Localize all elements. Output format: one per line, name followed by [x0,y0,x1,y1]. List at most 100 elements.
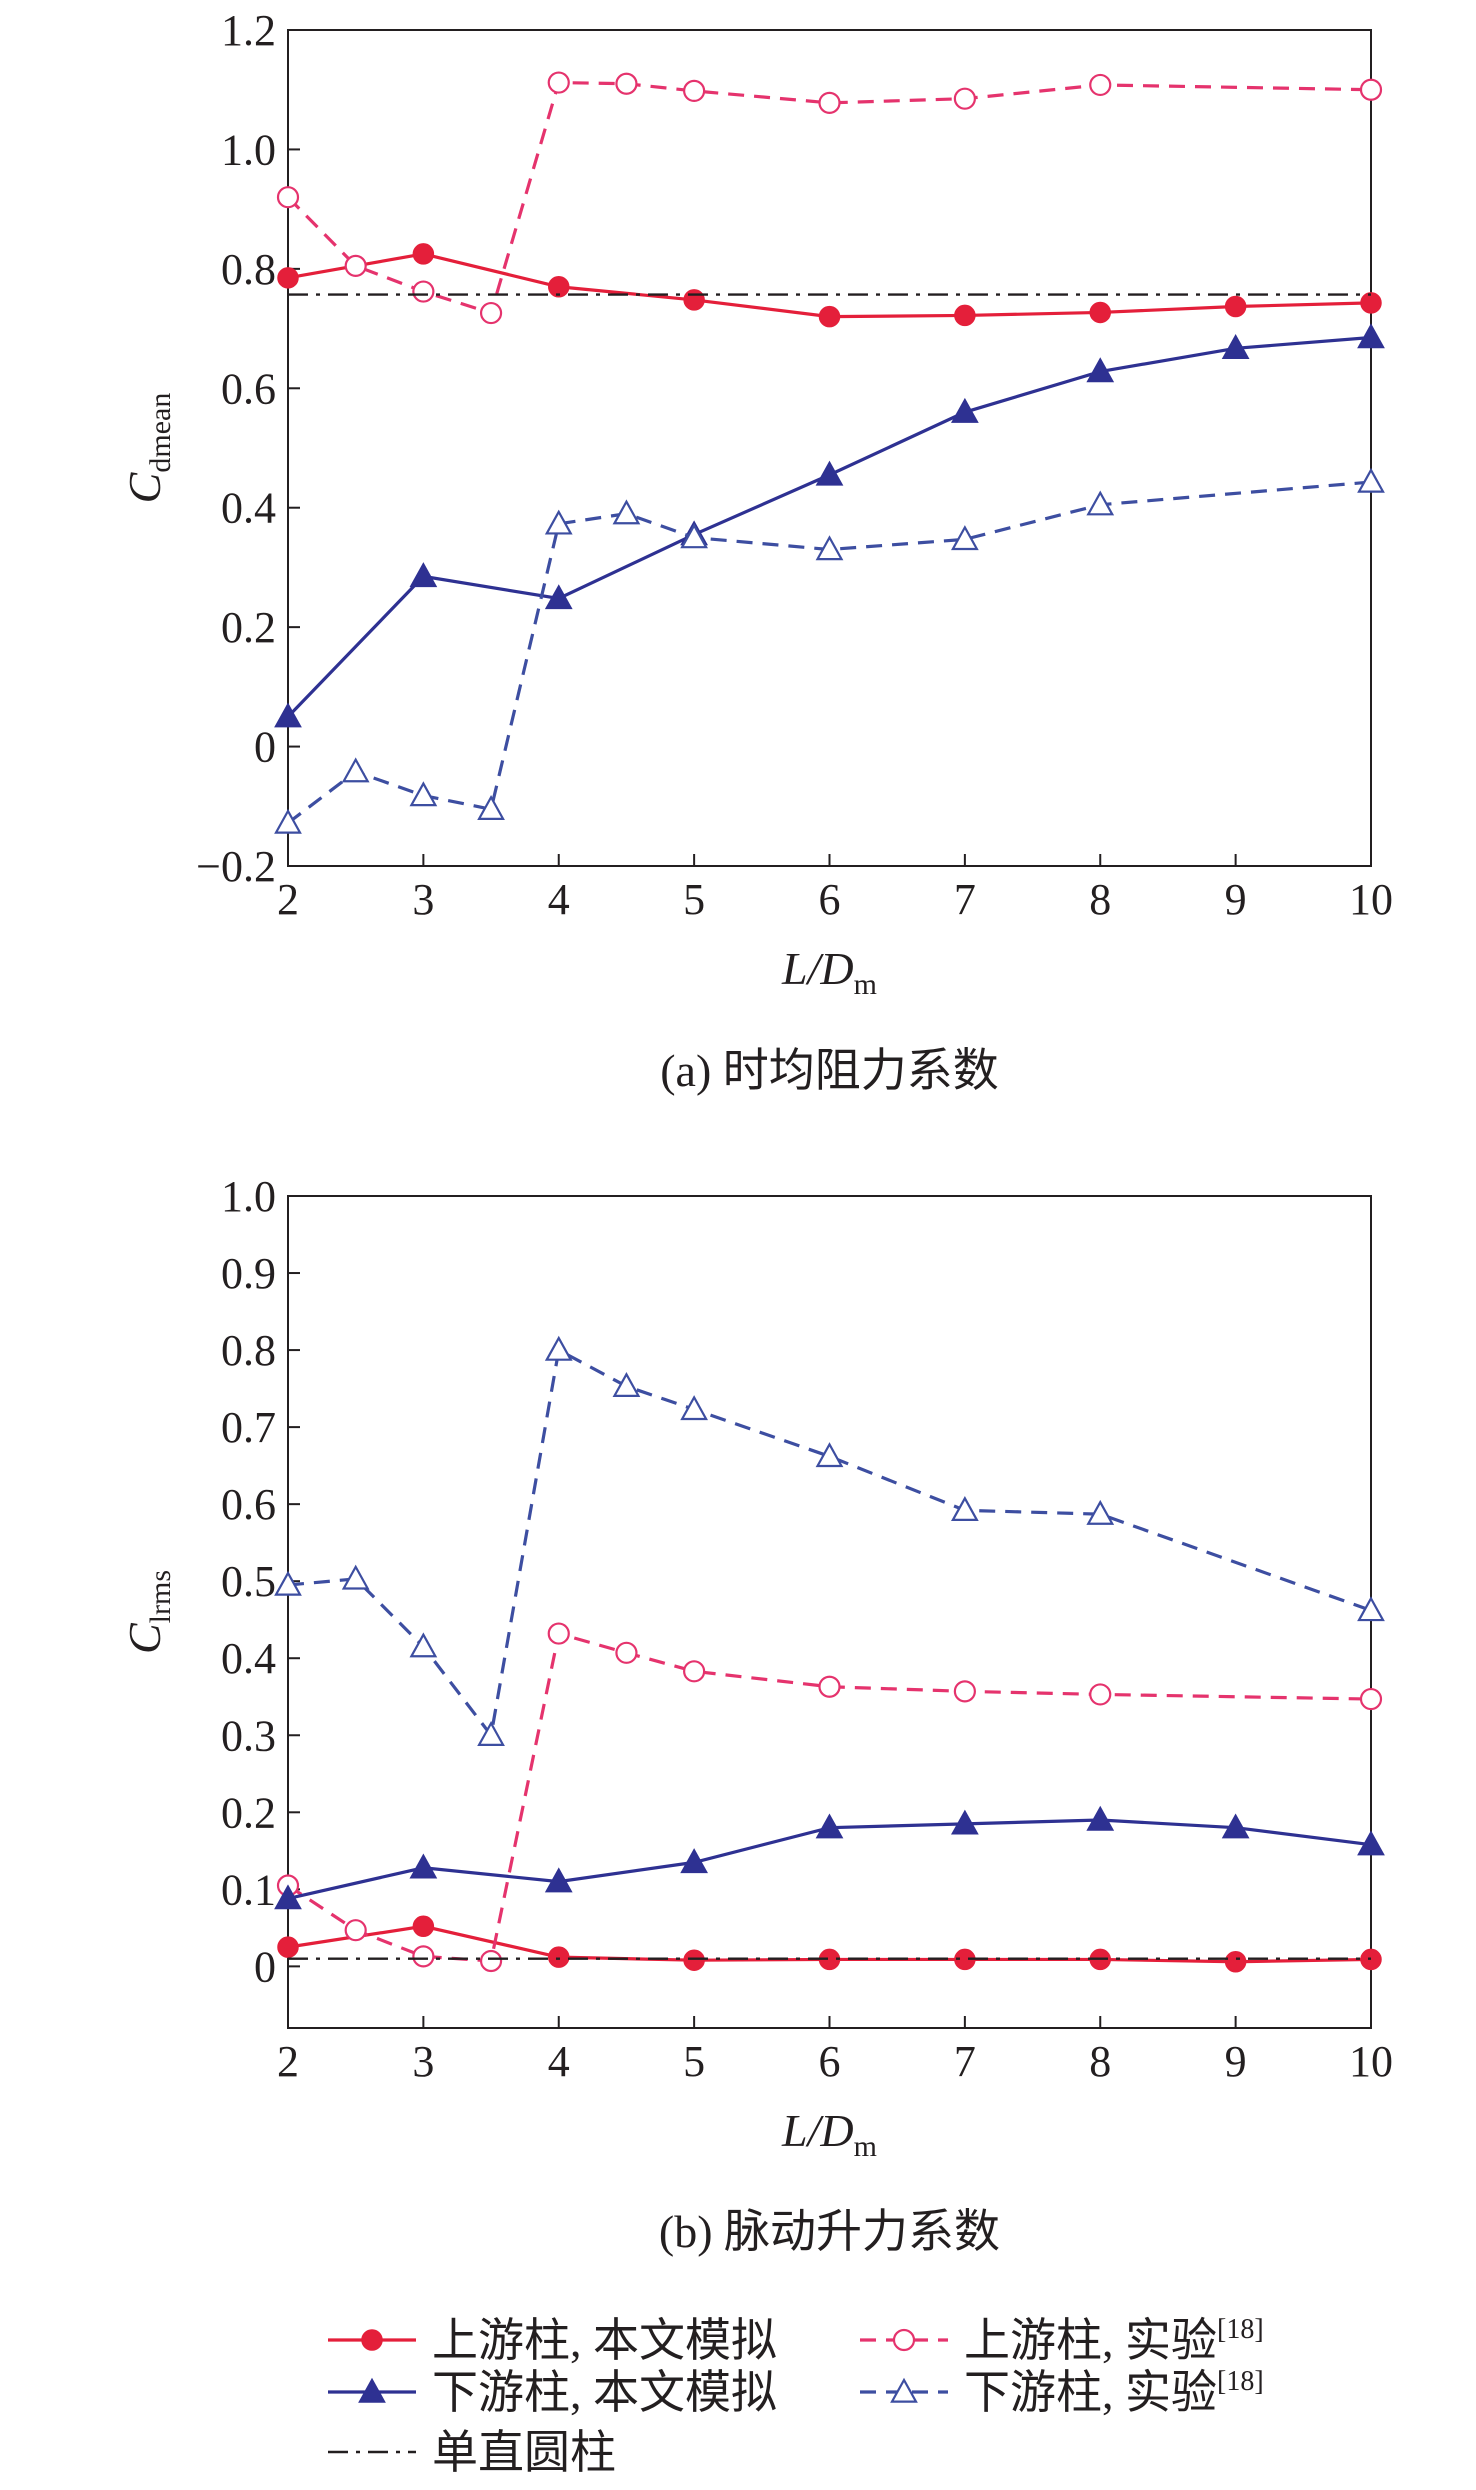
chart-a-point-down_exp [274,808,302,834]
chart-b-y-tick-label: 0 [254,1942,276,1991]
chart-a-series-line-down_exp [287,480,1372,825]
chart-a-point-down_sim [1357,323,1385,349]
chart-a-y-tick-label: 1.0 [221,125,276,174]
chart-a-point-up_sim [818,305,841,328]
chart-a-y-tick-label: 0 [254,723,276,772]
legend-label: 上游柱, 本文模拟 [432,2315,777,2366]
chart-a-point-down_sim [1086,357,1115,383]
legend-swatch-marker [361,2329,383,2351]
chart-b-x-tick-label: 2 [277,2037,299,2086]
chart-b-point-down_sim [680,1848,708,1874]
chart-a-point-down_sim [274,702,302,728]
chart-a-y-tick-label: 1.2 [221,6,276,55]
chart-a-point-down_exp [1086,490,1115,516]
chart-b-point-up_exp [683,1660,706,1683]
chart-a-point-down_sim [951,397,979,423]
chart-a-series-down_exp [274,467,1385,834]
chart-a-point-up_exp [1089,73,1112,97]
chart-b-point-down_exp [951,1496,979,1522]
chart-b-y-tick-label: 0.1 [221,1865,276,1914]
chart-b-point-up_sim [277,1936,299,1958]
chart-b-point-up_exp [818,1675,841,1698]
chart-b-point-up_sim [1224,1950,1247,1973]
chart-b-plot-frame [287,1195,1372,2029]
chart-a-point-up_sim [1360,292,1382,314]
chart-a-x-tick-label: 6 [819,875,841,924]
chart-a-point-up_exp [953,87,976,110]
chart-a-point-down_exp [544,509,573,535]
chart-b-point-up_exp [1359,1687,1383,1711]
chart-a-point-up_sim [954,304,976,327]
chart-b-y-tick-label: 0.6 [221,1480,276,1529]
chart-drag-coefficient: 2 3 4 5 6 7 8 9 10 −0.2 0 0.2 0.4 0.6 0.8 1.0 1.2 L/Dm Cdm… [119,6,1393,1096]
chart-b-y-tick-label: 0.8 [221,1326,276,1375]
chart-b-x-tick-label: 4 [548,2037,570,2086]
chart-b-point-down_sim [544,1867,573,1893]
chart-b-point-down_exp [1357,1596,1385,1622]
chart-a-x-axis-title: L/Dm [781,943,877,1001]
chart-a-plot-frame [287,29,1372,867]
chart-b-point-up_exp [615,1641,638,1664]
chart-b-y-tick-label: 0.5 [221,1557,276,1606]
chart-a-point-up_exp [412,280,435,303]
chart-a-point-up_exp [276,186,300,209]
legend-swatch-marker [358,2377,386,2403]
chart-b-series-up_sim [277,1915,1382,1973]
chart-a-point-down_sim [409,562,438,588]
chart-b-point-up_sim [683,1949,705,1971]
chart-a-point-up_sim [277,267,299,289]
chart-b-y-tick-label: 0.2 [221,1788,276,1837]
chart-b-x-tick-label: 3 [412,2037,434,2086]
chart-b-point-down_exp [341,1564,370,1590]
chart-a-point-down_exp [477,795,505,820]
chart-b-point-down_sim [409,1853,438,1879]
chart-b-y-tick-label: 0.4 [221,1634,276,1683]
chart-b-point-up_exp [953,1680,976,1703]
chart-b-x-tick-label: 9 [1225,2037,1247,2086]
legend-swatch-marker [892,2328,916,2352]
chart-a-series-line-down_sim [286,335,1372,718]
chart-a-point-up_exp [683,79,706,103]
chart-b-point-down_sim [1086,1805,1115,1831]
chart-b-series-down_sim [274,1805,1385,1910]
chart-a-point-up_exp [1359,78,1383,101]
chart-a-point-down_sim [815,460,844,486]
chart-b-point-down_exp [409,1632,438,1658]
chart-a-y-tick-label: 0.8 [221,245,276,294]
chart-b-point-up_sim [548,1946,570,1968]
chart-a-x-tick-label: 9 [1225,875,1247,924]
chart-b-x-axis-title: L/Dm [781,2105,877,2163]
chart-a-point-up_sim [548,276,570,298]
chart-a-point-up_sim [1224,295,1247,318]
chart-a-point-down_sim [1221,334,1250,359]
chart-a-point-down_sim [544,584,573,610]
chart-a-x-tick-label: 8 [1089,875,1111,924]
chart-a-series-line-up_exp [286,80,1372,316]
chart-a-y-tick-label: −0.2 [196,842,276,891]
chart-a-x-tick-label: 7 [954,875,976,924]
chart-a-point-down_exp [951,525,979,551]
chart-a-y-tick-label: 0.6 [221,364,276,413]
chart-a-x-tick-label: 4 [548,875,570,924]
chart-b-point-down_exp [544,1335,573,1361]
chart-b-point-up_exp [344,1919,367,1942]
legend-entry-up_exp: 上游柱, 实验[18] [860,2314,1264,2366]
chart-a-point-up_exp [818,91,841,114]
chart-a-point-up_exp [479,301,503,325]
legend-label: 上游柱, 实验[18] [964,2314,1264,2366]
chart-a-point-up_sim [683,289,705,311]
chart-b-x-tick-label: 7 [954,2037,976,2086]
chart-b-x-tick-label: 6 [819,2037,841,2086]
chart-b-point-down_sim [274,1884,302,1910]
chart-b-point-up_exp [412,1945,435,1968]
chart-a-point-up_exp [547,71,570,94]
chart-a-x-tick-label: 3 [412,875,434,924]
chart-b-y-tick-label: 0.9 [221,1249,276,1298]
chart-b-point-up_exp [547,1622,570,1645]
chart-b-caption: (b) 脉动升力系数 [659,2206,1000,2257]
chart-b-point-down_exp [612,1372,641,1397]
chart-a-y-tick-label: 0.4 [221,484,276,533]
chart-b-x-tick-label: 8 [1089,2037,1111,2086]
chart-a-x-tick-label: 5 [683,875,705,924]
